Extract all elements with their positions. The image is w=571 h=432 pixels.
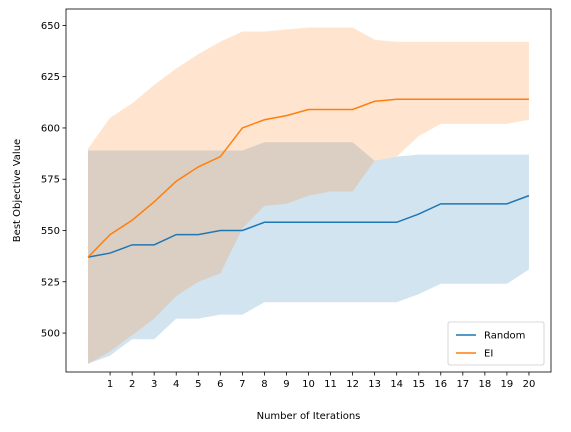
series-lines xyxy=(87,98,530,258)
y-tick-label: 525 xyxy=(41,277,60,288)
legend-box xyxy=(447,321,545,366)
x-tick-label: 18 xyxy=(478,379,491,390)
x-tick-label: 3 xyxy=(151,379,157,390)
y-tick-label: 550 xyxy=(41,226,60,237)
band-random xyxy=(88,142,529,364)
x-tick-label: 1 xyxy=(107,379,113,390)
y-axis-ticks: 500 525 550 575 600 625 650 xyxy=(41,21,66,340)
x-tick-label: 8 xyxy=(261,379,267,390)
y-axis-label: Best Objective Value xyxy=(12,139,23,242)
x-tick-label: 20 xyxy=(523,379,536,390)
x-tick-label: 6 xyxy=(217,379,223,390)
band-ei xyxy=(88,27,529,364)
series-line-random xyxy=(87,194,530,258)
legend: Random EI xyxy=(447,321,545,366)
x-tick-label: 19 xyxy=(501,379,514,390)
y-tick-label: 625 xyxy=(41,72,60,83)
x-tick-label: 11 xyxy=(324,379,337,390)
x-tick-label: 5 xyxy=(195,379,201,390)
y-tick-label: 575 xyxy=(41,175,60,186)
x-tick-label: 17 xyxy=(456,379,469,390)
legend-label-random: Random xyxy=(484,331,525,342)
confidence-bands xyxy=(88,27,529,364)
x-tick-label: 12 xyxy=(346,379,359,390)
x-tick-label: 7 xyxy=(239,379,245,390)
x-axis-ticks: 1 2 3 4 5 6 7 8 9 10 11 12 13 14 15 16 17 18 19 20 xyxy=(107,372,535,390)
x-tick-label: 14 xyxy=(390,379,403,390)
x-tick-label: 2 xyxy=(129,379,135,390)
x-axis-label: Number of Iterations xyxy=(257,411,361,422)
legend-label-ei: EI xyxy=(484,349,493,360)
x-tick-label: 13 xyxy=(368,379,381,390)
series-line-ei xyxy=(87,98,529,258)
x-tick-label: 10 xyxy=(302,379,315,390)
x-tick-label: 4 xyxy=(173,379,179,390)
x-tick-label: 16 xyxy=(434,379,447,390)
y-tick-label: 650 xyxy=(41,21,60,32)
y-tick-label: 600 xyxy=(41,123,60,134)
y-tick-label: 500 xyxy=(41,329,60,340)
x-tick-label: 9 xyxy=(283,379,289,390)
x-tick-label: 15 xyxy=(412,379,425,390)
